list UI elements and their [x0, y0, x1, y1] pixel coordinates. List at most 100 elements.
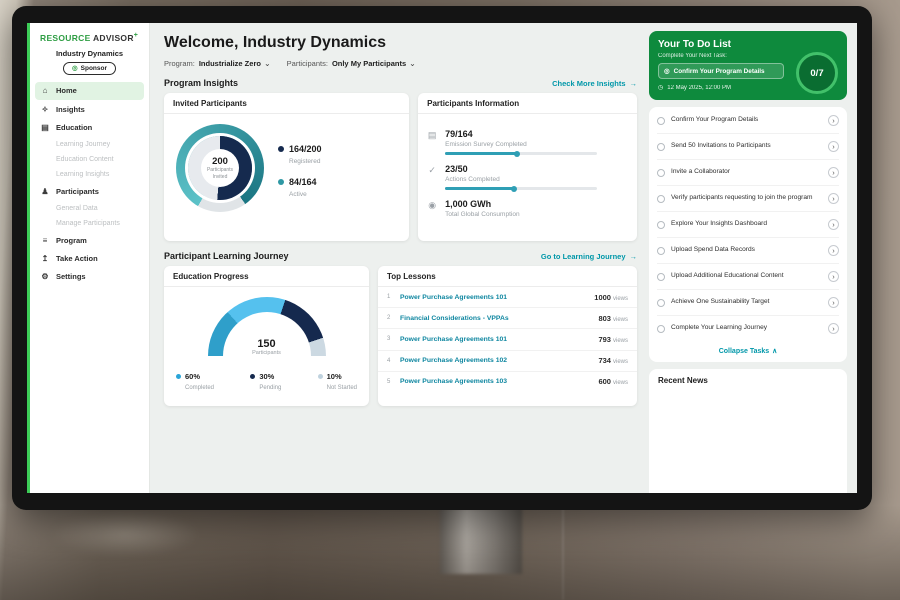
- task-row-upload-spend-data[interactable]: Upload Spend Data Records ›: [657, 238, 839, 264]
- sidebar-item-label: Home: [56, 86, 77, 96]
- task-row-upload-educational-content[interactable]: Upload Additional Educational Content ›: [657, 264, 839, 290]
- chevron-down-icon: ⌄: [263, 59, 271, 68]
- lesson-rank: 1: [387, 294, 391, 301]
- task-row-explore-insights[interactable]: Explore Your Insights Dashboard ›: [657, 212, 839, 238]
- sidebar-item-label: Participants: [56, 187, 99, 197]
- chevron-right-icon[interactable]: ›: [828, 115, 839, 126]
- task-checkbox[interactable]: [657, 194, 665, 203]
- completed-dot-icon: [176, 374, 181, 379]
- survey-icon: ▤: [427, 130, 437, 140]
- sponsor-badge[interactable]: ◎ Sponsor: [62, 61, 117, 75]
- go-to-learning-journey-link[interactable]: Go to Learning Journey →: [541, 252, 637, 261]
- learning-cards-row: Education Progress 150 Participants 60% …: [164, 266, 637, 406]
- lesson-link[interactable]: Power Purchase Agreements 101: [400, 335, 508, 343]
- page-title: Welcome, Industry Dynamics: [164, 34, 386, 51]
- chevron-right-icon[interactable]: ›: [828, 297, 839, 308]
- arrow-right-icon: →: [629, 78, 638, 88]
- sidebar-item-general-data[interactable]: General Data: [30, 201, 149, 216]
- lesson-link[interactable]: Power Purchase Agreements 103: [400, 378, 508, 386]
- task-row-send-invitations[interactable]: Send 50 Invitations to Participants ›: [657, 134, 839, 160]
- app-logo: RESOURCE ADVISOR+: [30, 23, 149, 46]
- lesson-views: 1000 views: [594, 292, 628, 302]
- sidebar-item-settings[interactable]: ⚙ Settings: [30, 268, 149, 286]
- task-label: Invite a Collaborator: [671, 168, 731, 176]
- logo-secondary: ADVISOR: [92, 32, 134, 43]
- home-icon: ⌂: [42, 86, 48, 96]
- section-title: Program Insights: [164, 78, 239, 88]
- task-row-invite-collaborator[interactable]: Invite a Collaborator ›: [657, 160, 839, 186]
- sidebar-item-take-action[interactable]: ↥ Take Action: [30, 250, 149, 268]
- progress-fill: [445, 185, 517, 192]
- main-content: Welcome, Industry Dynamics Program: Indu…: [150, 23, 649, 493]
- progress-fill: [445, 150, 521, 157]
- task-row-complete-learning-journey[interactable]: Complete Your Learning Journey ›: [657, 316, 839, 341]
- chevron-right-icon[interactable]: ›: [828, 323, 839, 334]
- task-list-card: Confirm Your Program Details › Send 50 I…: [649, 107, 847, 362]
- sidebar-item-home[interactable]: ⌂ Home: [35, 81, 144, 101]
- task-checkbox[interactable]: [657, 116, 665, 125]
- card-title: Education Progress: [164, 266, 369, 287]
- next-task-label: Confirm Your Program Details: [673, 67, 765, 75]
- sidebar-item-label: Learning Insights: [56, 171, 110, 179]
- next-task-chip[interactable]: ◎ Confirm Your Program Details: [658, 63, 784, 79]
- donut-center-label: Participants Invited: [206, 167, 234, 180]
- task-checkbox[interactable]: [657, 142, 665, 151]
- stat-emission-survey: ▤ 79/164 Emission Survey Completed: [427, 129, 628, 157]
- sidebar-item-manage-participants[interactable]: Manage Participants: [30, 216, 149, 231]
- wall-seam: [562, 498, 564, 600]
- collapse-label: Collapse Tasks: [718, 348, 770, 355]
- stat-value: 23/50: [445, 164, 468, 174]
- lesson-link[interactable]: Power Purchase Agreements 102: [400, 357, 508, 365]
- sidebar-item-label: Program: [56, 236, 87, 246]
- sidebar-item-participants[interactable]: ♟ Participants: [30, 183, 149, 201]
- collapse-tasks-link[interactable]: Collapse Tasks ∧: [657, 341, 839, 359]
- chevron-right-icon[interactable]: ›: [828, 141, 839, 152]
- lesson-rank: 5: [387, 378, 391, 385]
- chevron-right-icon[interactable]: ›: [828, 167, 839, 178]
- lesson-views: 793 views: [598, 334, 628, 344]
- chevron-right-icon[interactable]: ›: [828, 245, 839, 256]
- task-checkbox[interactable]: [657, 298, 665, 307]
- task-row-verify-participants[interactable]: Verify participants requesting to join t…: [657, 186, 839, 212]
- sidebar-item-label: Learning Journey: [56, 140, 111, 148]
- legend-item-completed: 60% Completed: [176, 366, 214, 391]
- gauge-center-value: 150: [257, 338, 276, 350]
- program-dropdown[interactable]: Program: Industrialize Zero ⌄: [164, 59, 271, 68]
- task-label: Achieve One Sustainability Target: [671, 298, 770, 306]
- task-row-achieve-sustainability-target[interactable]: Achieve One Sustainability Target ›: [657, 290, 839, 316]
- sidebar-item-education-content[interactable]: Education Content: [30, 152, 149, 167]
- lesson-row: 4 Power Purchase Agreements 102 734 views: [378, 351, 637, 372]
- task-checkbox[interactable]: [657, 324, 665, 333]
- lesson-rank: 2: [387, 315, 391, 322]
- task-checkbox[interactable]: [657, 220, 665, 229]
- recent-news-title: Recent News: [658, 376, 708, 385]
- check-more-insights-link[interactable]: Check More Insights →: [552, 79, 637, 88]
- task-checkbox[interactable]: [657, 246, 665, 255]
- sidebar-item-insights[interactable]: ✧ Insights: [30, 100, 149, 118]
- education-icon: ▤: [41, 122, 49, 132]
- todo-title: Your To Do List: [658, 39, 731, 50]
- sidebar-item-learning-insights[interactable]: Learning Insights: [30, 167, 149, 182]
- sidebar-item-education[interactable]: ▤ Education: [30, 118, 149, 136]
- registered-dot-icon: [278, 145, 284, 152]
- participants-information-card: Participants Information ▤ 79/164 Emissi…: [418, 93, 637, 241]
- arrow-right-icon: →: [629, 251, 638, 261]
- sidebar-item-learning-journey[interactable]: Learning Journey: [30, 136, 149, 151]
- chevron-right-icon[interactable]: ›: [828, 193, 839, 204]
- task-checkbox[interactable]: [657, 272, 665, 281]
- chevron-right-icon[interactable]: ›: [828, 271, 839, 282]
- legend-item-not-started: 10% Not Started: [317, 366, 357, 391]
- sidebar-item-label: Settings: [56, 272, 86, 282]
- chevron-right-icon[interactable]: ›: [828, 219, 839, 230]
- task-row-confirm-program[interactable]: Confirm Your Program Details ›: [657, 108, 839, 134]
- legend-value: 84/164: [289, 176, 317, 187]
- stat-global-consumption: ◉ 1,000 GWh Total Global Consumption: [427, 199, 628, 222]
- lesson-link[interactable]: Power Purchase Agreements 101: [400, 293, 508, 301]
- legend-item-pending: 30% Pending: [250, 366, 281, 391]
- card-title: Participants Information: [418, 93, 637, 114]
- lesson-link[interactable]: Financial Considerations - VPPAs: [400, 314, 509, 322]
- task-checkbox[interactable]: [657, 168, 665, 177]
- lesson-views: 734 views: [598, 356, 628, 366]
- participants-dropdown[interactable]: Participants: Only My Participants ⌄: [287, 59, 416, 68]
- sidebar-item-program[interactable]: ≡ Program: [30, 231, 149, 249]
